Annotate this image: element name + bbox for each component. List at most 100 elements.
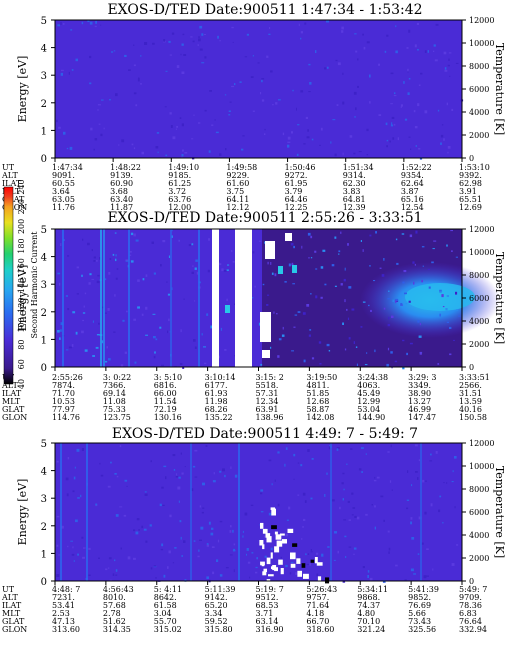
flux-cell [129, 251, 132, 253]
ephemeris-value: 3:19:50 [306, 373, 337, 382]
flux-cell [91, 249, 93, 252]
flux-cell [412, 261, 415, 264]
flux-cell [408, 300, 411, 303]
flux-cell [368, 304, 370, 307]
flux-cell [124, 54, 127, 57]
flux-cell [82, 319, 84, 322]
colorbar-tick-label: 180 [17, 238, 26, 253]
ephemeris-value: 2.78 [103, 609, 121, 618]
flux-cell [106, 346, 108, 349]
flux-cell [210, 532, 214, 536]
ephemeris-value: 315.02 [154, 625, 182, 634]
flux-cell [229, 530, 232, 533]
flux-cell [427, 268, 430, 270]
colorbar-tick-label: 200 [17, 219, 26, 234]
flux-streak [60, 443, 62, 581]
flux-cell [289, 572, 292, 575]
flux-cell [188, 244, 191, 247]
flux-cell [421, 279, 423, 283]
flux-cell [112, 573, 115, 576]
flux-cell [438, 509, 441, 513]
flux-cell [128, 69, 131, 71]
flux-cell [212, 571, 215, 575]
y2-ticks: 0 2000 4000 6000 8000 10000 12000 [462, 225, 494, 372]
flux-cell [195, 259, 198, 262]
flux-cell [255, 571, 258, 574]
y-tick-label: 4 [41, 467, 47, 478]
ephemeris-value: 12.99 [357, 397, 380, 406]
flux-cell [184, 152, 188, 154]
ephemeris-value: 60.55 [52, 179, 75, 188]
flux-cell [413, 573, 416, 575]
flux-cell [165, 70, 168, 72]
flux-spot [278, 266, 283, 274]
flux-cell [406, 47, 409, 49]
flux-cell [308, 63, 311, 66]
flux-cell [145, 540, 148, 543]
ephemeris-value: 6177. [205, 381, 228, 390]
flux-cell [97, 104, 101, 106]
flux-cell [56, 574, 60, 577]
flux-cell [162, 504, 165, 506]
flux-cell [135, 531, 139, 535]
flux-cell [374, 349, 376, 353]
flux-cell [297, 311, 301, 313]
flux-cell [383, 519, 385, 522]
flux-cell [269, 27, 271, 29]
flux-cell [293, 326, 296, 328]
y-ticks: 0 1 2 3 4 5 [41, 225, 55, 374]
flux-cell [287, 141, 291, 143]
flux-cell [74, 466, 76, 469]
flux-cell [284, 463, 286, 467]
ephemeris-row-label: MLT [2, 609, 21, 618]
flux-cell [70, 540, 73, 542]
ephemeris-value: 73.43 [408, 617, 431, 626]
high-flux-cell [287, 528, 294, 533]
y-tick-label: 5 [41, 225, 47, 236]
flux-cell [300, 31, 303, 34]
flux-cell [336, 104, 339, 106]
flux-cell [327, 546, 330, 548]
flux-cell [391, 122, 393, 125]
flux-cell [66, 493, 69, 497]
flux-cell [179, 520, 182, 523]
ephemeris-row-label: GLON [2, 203, 27, 212]
ephemeris-value: 3.72 [168, 187, 186, 196]
flux-cell [334, 236, 337, 239]
flux-cell [291, 262, 294, 266]
flux-cell [427, 50, 429, 53]
flux-cell [293, 453, 296, 457]
flux-cell [150, 567, 153, 570]
flux-cell [305, 553, 307, 556]
flux-cell [204, 56, 207, 59]
flux-cell [353, 341, 355, 344]
ephemeris-value: 313.60 [52, 625, 80, 634]
flux-cell [363, 46, 366, 50]
flux-cell [105, 278, 107, 281]
flux-cell [391, 489, 393, 491]
ephemeris-value: 58.87 [306, 405, 329, 414]
flux-cell [60, 322, 64, 326]
flux-cell [298, 23, 300, 27]
flux-cell [421, 246, 425, 248]
flux-cell [315, 552, 319, 555]
flux-cell [179, 363, 183, 365]
flux-cell [366, 41, 370, 44]
ephemeris-value: 3.64 [52, 187, 70, 196]
flux-streak [198, 229, 200, 367]
flux-cell [417, 320, 420, 323]
flux-cell [439, 495, 442, 498]
flux-cell [252, 55, 254, 57]
flux-cell [115, 254, 117, 257]
flux-cell [328, 446, 331, 450]
y-tick-label: 4 [41, 44, 47, 55]
flux-cell [116, 268, 119, 270]
flux-cell [224, 349, 227, 351]
flux-cell [207, 269, 210, 273]
flux-cell [201, 33, 204, 36]
flux-cell [297, 124, 300, 126]
y2-tick-label: 4000 [469, 531, 489, 540]
flux-cell [244, 56, 248, 58]
flux-cell [191, 138, 194, 140]
ephemeris-value: 9392. [459, 171, 482, 180]
